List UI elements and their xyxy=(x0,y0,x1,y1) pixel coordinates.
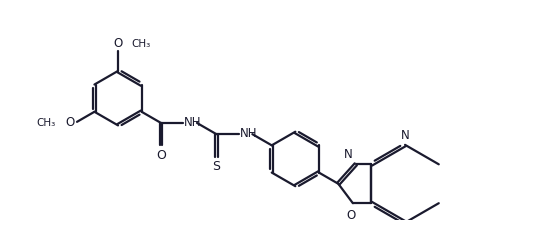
Text: CH₃: CH₃ xyxy=(132,39,151,49)
Text: O: O xyxy=(156,148,166,162)
Text: O: O xyxy=(346,208,355,221)
Text: O: O xyxy=(66,116,75,129)
Text: O: O xyxy=(114,37,123,50)
Text: NH: NH xyxy=(184,115,202,128)
Text: S: S xyxy=(212,160,220,173)
Text: N: N xyxy=(401,128,410,141)
Text: NH: NH xyxy=(240,126,257,139)
Text: CH₃: CH₃ xyxy=(36,117,56,127)
Text: N: N xyxy=(344,148,353,161)
